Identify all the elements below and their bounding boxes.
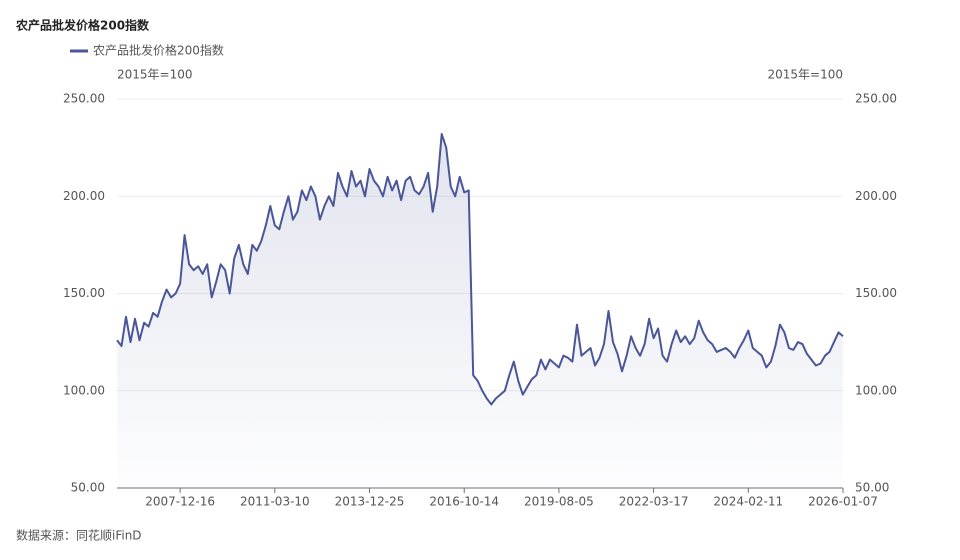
source-note: 数据来源：同花顺iFinD [16, 528, 142, 543]
x-tick-label: 2016-10-14 [429, 495, 499, 509]
x-tick-label: 2024-02-11 [713, 495, 783, 509]
x-tick-label: 2022-03-17 [619, 495, 689, 509]
y-tick-label: 250.00 [63, 92, 105, 106]
y2-unit: 2015年=100 [768, 68, 844, 82]
y-tick-label: 200.00 [63, 189, 105, 203]
x-tick-label: 2011-03-10 [240, 495, 310, 509]
x-tick-label: 2013-12-25 [335, 495, 405, 509]
y-tick-label: 100.00 [63, 383, 105, 397]
y2-tick-label: 250.00 [855, 92, 897, 106]
y-unit: 2015年=100 [117, 68, 193, 82]
y2-tick-label: 50.00 [855, 481, 889, 495]
legend-label: 农产品批发价格200指数 [93, 43, 224, 58]
chart-title: 农产品批发价格200指数 [15, 18, 150, 33]
x-tick-label: 2019-08-05 [524, 495, 594, 509]
area [117, 134, 843, 488]
x-tick-label: 2026-01-07 [808, 495, 878, 509]
x-tick-label: 2007-12-16 [145, 495, 215, 509]
y2-tick-label: 100.00 [855, 383, 897, 397]
y2-tick-label: 150.00 [855, 286, 897, 300]
line [116, 133, 844, 406]
y-tick-label: 150.00 [63, 286, 105, 300]
y2-tick-label: 200.00 [855, 189, 897, 203]
y-tick-label: 50.00 [71, 481, 105, 495]
